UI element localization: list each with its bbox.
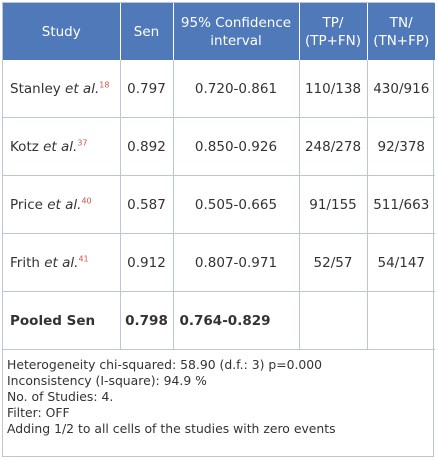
ci-cell: 0.850-0.926 [173,117,300,176]
results-panel: Study Sen 95% Confidence interval TP/(TP+… [2,2,435,457]
pooled-ci: 0.764-0.829 [173,291,300,350]
study-cell: Kotz et al.37 [3,117,121,176]
study-cell: Frith et al.41 [3,233,121,292]
ci-cell: 0.807-0.971 [173,233,300,292]
header-study: Study [3,3,121,60]
heterogeneity-line: Heterogeneity chi-squared: 58.90 (d.f.: … [7,357,323,372]
filter-line: Filter: OFF [7,405,70,420]
header-tp: TP/(TP+FN) [299,3,368,60]
pooled-tp-empty [299,291,368,350]
sen-cell: 0.912 [120,233,174,292]
pooled-sen: 0.798 [120,291,174,350]
pooled-row: Pooled Sen 0.798 0.764-0.829 [3,291,435,350]
pooled-label: Pooled Sen [3,291,121,350]
tp-cell: 52/57 [299,233,368,292]
ci-cell: 0.720-0.861 [173,60,300,118]
study-cell: Stanley et al.18 [3,60,121,118]
tp-cell: 91/155 [299,175,368,234]
zero-events-note: Adding 1/2 to all cells of the studies w… [7,421,336,436]
table-row: Stanley et al.18 0.797 0.720-0.861 110/1… [3,60,435,118]
header-tn: TN/(TN+FP) [367,3,435,60]
statistics-summary: Heterogeneity chi-squared: 58.90 (d.f.: … [3,350,433,437]
pooled-tn-empty [367,291,435,350]
inconsistency-line: Inconsistency (I-square): 94.9 % [7,373,207,388]
tn-cell: 430/916 [367,60,435,118]
study-count-line: No. of Studies: 4. [7,389,114,404]
reference-number: 18 [99,80,110,89]
header-sen: Sen [120,3,174,60]
tn-cell: 511/663 [367,175,435,234]
table-row: Frith et al.41 0.912 0.807-0.971 52/57 5… [3,233,435,292]
ci-cell: 0.505-0.665 [173,175,300,234]
table-row: Price et al.40 0.587 0.505-0.665 91/155 … [3,175,435,234]
study-cell: Price et al.40 [3,175,121,234]
header-ci: 95% Confidence interval [173,3,300,60]
tp-cell: 110/138 [299,60,368,118]
reference-number: 41 [78,254,89,263]
sen-cell: 0.797 [120,60,174,118]
tn-cell: 54/147 [367,233,435,292]
tp-cell: 248/278 [299,117,368,176]
sensitivity-table: Study Sen 95% Confidence interval TP/(TP+… [3,3,435,350]
tn-cell: 92/378 [367,117,435,176]
sen-cell: 0.587 [120,175,174,234]
reference-number: 40 [81,196,92,205]
header-row: Study Sen 95% Confidence interval TP/(TP+… [3,3,435,60]
reference-number: 37 [77,138,88,147]
sen-cell: 0.892 [120,117,174,176]
table-row: Kotz et al.37 0.892 0.850-0.926 248/278 … [3,117,435,176]
